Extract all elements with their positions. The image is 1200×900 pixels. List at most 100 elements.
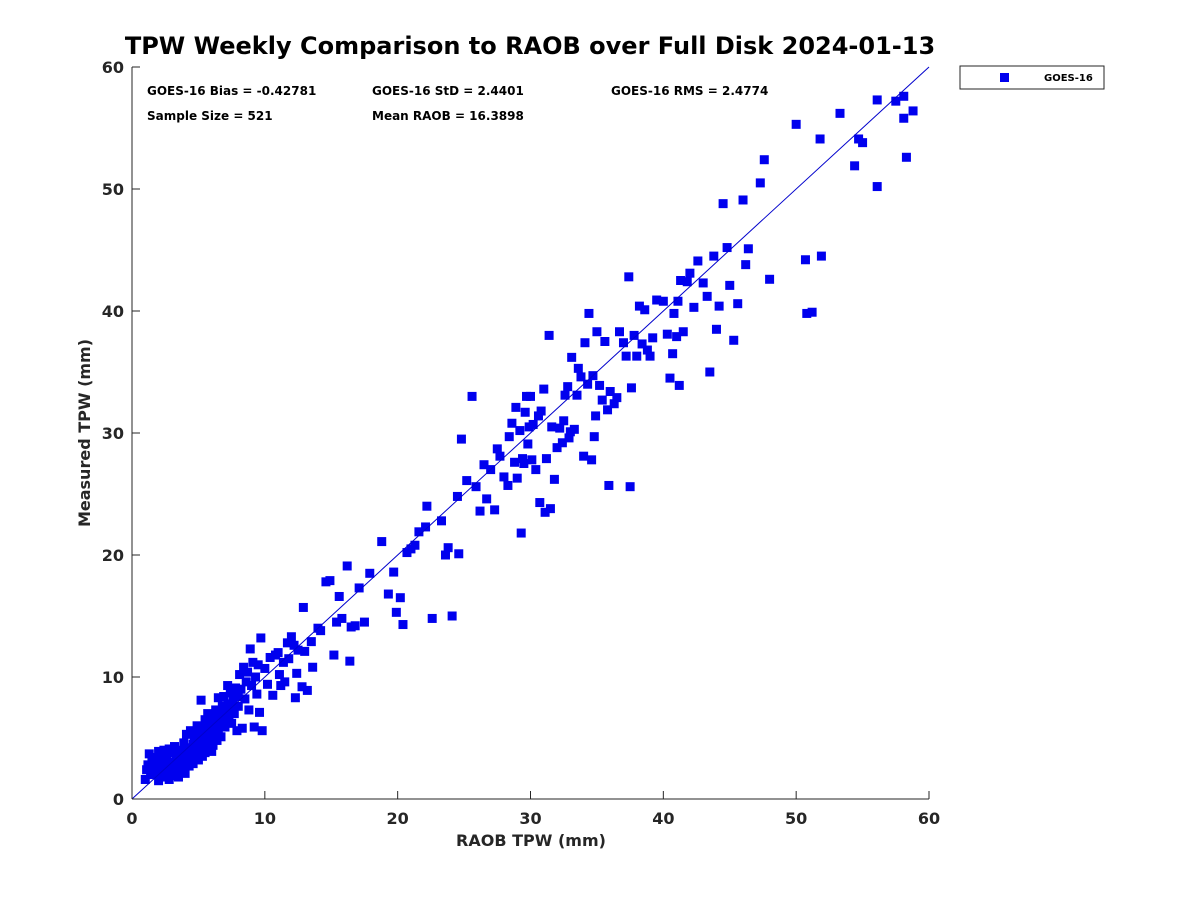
x-tick-label: 0 [126, 809, 137, 828]
data-point [248, 657, 258, 667]
stat-bias: GOES-16 Bias = -0.42781 [147, 84, 316, 98]
data-point [471, 482, 481, 492]
data-point [640, 305, 650, 315]
stat-mean-raob: Mean RAOB = 16.3898 [372, 109, 524, 123]
data-point [759, 155, 769, 165]
data-point [705, 367, 715, 377]
data-point [440, 550, 450, 560]
data-point [676, 276, 686, 285]
data-point [342, 561, 352, 571]
stat-std: GOES-16 StD = 2.4401 [372, 84, 524, 98]
data-point [316, 626, 326, 636]
data-point [685, 268, 695, 278]
data-point [531, 465, 541, 475]
data-point [265, 652, 275, 662]
data-point [714, 301, 724, 311]
data-point [233, 701, 243, 711]
data-point [673, 296, 683, 306]
data-point [167, 748, 177, 758]
data-point [544, 330, 554, 340]
data-point [604, 480, 614, 490]
data-point [520, 407, 530, 417]
data-point [510, 457, 520, 467]
data-point [547, 422, 557, 432]
data-point [256, 633, 266, 643]
data-point [205, 718, 215, 728]
data-point [204, 727, 214, 737]
data-point [652, 295, 662, 305]
data-point [908, 106, 918, 116]
data-point [648, 333, 658, 343]
data-point [159, 772, 169, 782]
data-point [614, 327, 624, 337]
data-point [274, 670, 284, 680]
data-point [223, 681, 233, 691]
data-point [479, 460, 489, 470]
data-point [260, 663, 270, 673]
data-point [268, 690, 278, 700]
legend-box [959, 65, 1105, 90]
data-point [262, 679, 272, 689]
data-point [555, 423, 565, 433]
legend-entry-goes16: GOES-16 [1044, 73, 1093, 84]
data-point [395, 593, 405, 603]
data-point [359, 617, 369, 627]
y-tick-label: 40 [102, 302, 124, 321]
data-point [150, 762, 160, 772]
data-point [492, 444, 502, 454]
data-point [618, 338, 628, 348]
data-point [211, 731, 221, 741]
data-point [244, 705, 254, 715]
data-point [709, 251, 719, 261]
data-point [541, 454, 551, 464]
data-point [621, 351, 631, 361]
data-point [232, 726, 242, 736]
data-point [580, 338, 590, 348]
data-point [189, 733, 199, 743]
data-point [195, 745, 205, 755]
data-point [249, 722, 259, 732]
data-point [589, 432, 599, 442]
data-point [231, 683, 241, 693]
data-point [220, 722, 230, 732]
data-point [199, 723, 209, 733]
data-point [213, 726, 223, 736]
data-point [609, 399, 619, 409]
data-point [421, 522, 431, 532]
data-point [567, 352, 577, 362]
data-point [499, 472, 509, 482]
data-point [228, 695, 238, 705]
data-point [140, 774, 150, 784]
data-point [300, 646, 310, 656]
data-point [227, 718, 237, 728]
data-point [286, 632, 296, 642]
data-point [743, 244, 753, 254]
statistics-annotations: GOES-16 Bias = -0.42781 GOES-16 StD = 2.… [147, 84, 768, 123]
data-point [220, 706, 230, 716]
data-point [437, 516, 447, 526]
data-point [173, 772, 183, 782]
data-point [765, 274, 775, 284]
data-point [540, 507, 550, 517]
y-tick-label: 30 [102, 424, 124, 443]
data-point [626, 383, 636, 393]
data-point [523, 439, 533, 449]
data-point [456, 434, 466, 444]
data-point [519, 459, 529, 468]
data-point [711, 324, 721, 334]
data-point [572, 390, 582, 400]
data-point [632, 351, 642, 361]
data-point [200, 748, 210, 758]
data-point [391, 607, 401, 617]
data-point [560, 390, 570, 400]
data-point [160, 761, 170, 771]
data-point [398, 620, 408, 630]
x-tick-label: 50 [785, 809, 807, 828]
data-point [154, 746, 164, 756]
data-point [201, 732, 211, 742]
data-point [170, 760, 180, 770]
data-point [180, 750, 190, 760]
data-point [447, 611, 457, 621]
data-point [144, 749, 154, 759]
